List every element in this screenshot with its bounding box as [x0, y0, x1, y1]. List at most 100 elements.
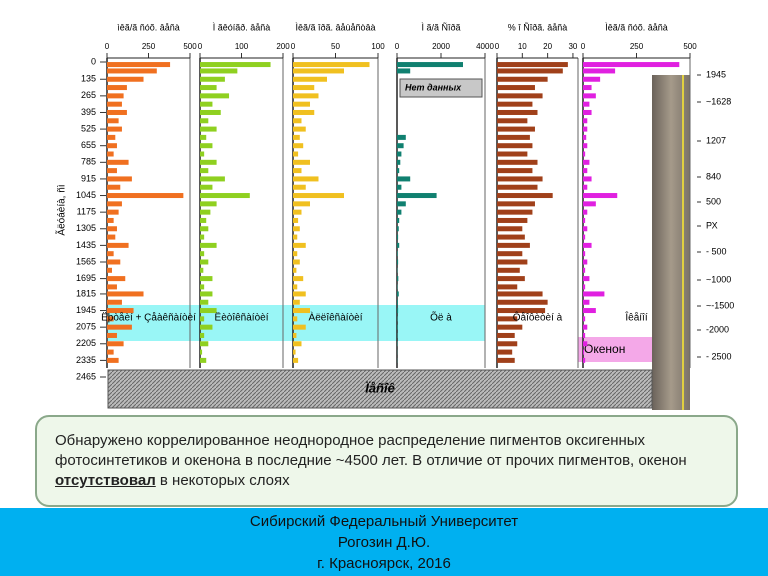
bar — [293, 118, 302, 124]
bar — [293, 234, 298, 240]
bar — [497, 184, 538, 190]
x-tick-label: 500 — [683, 42, 697, 51]
bar — [293, 193, 344, 199]
bar — [497, 226, 523, 232]
bar — [293, 316, 298, 322]
no-data-box — [399, 78, 483, 98]
bar — [583, 251, 586, 257]
bar — [293, 276, 304, 282]
age-label: РХ — [706, 220, 718, 230]
bar — [397, 308, 399, 314]
y-tick-label: 2075 — [76, 322, 96, 332]
bar — [583, 143, 588, 149]
bar — [107, 291, 144, 297]
bar — [397, 143, 404, 149]
bar — [293, 259, 300, 265]
bar — [497, 126, 535, 132]
bar — [497, 159, 538, 165]
bar — [497, 143, 533, 149]
bar — [293, 332, 297, 338]
bar — [107, 159, 129, 165]
bar — [497, 193, 553, 199]
panel-label: Ëèòîêñàíòèí — [215, 312, 269, 324]
bar — [200, 201, 217, 207]
y-tick-label: 1815 — [76, 288, 96, 298]
bar — [583, 349, 585, 355]
bar — [497, 118, 528, 124]
bar — [497, 242, 530, 248]
bar — [583, 276, 590, 282]
x-tick-label: 100 — [235, 42, 249, 51]
core-photo — [652, 75, 690, 410]
bar — [107, 217, 114, 223]
bar — [200, 85, 217, 91]
bar — [107, 168, 117, 174]
bar — [293, 176, 319, 182]
bar — [293, 267, 297, 273]
bar — [293, 126, 306, 132]
bar — [293, 299, 300, 305]
bar — [200, 93, 230, 99]
bar — [200, 267, 204, 273]
y-tick-label: 0 — [91, 56, 96, 66]
bar — [200, 259, 209, 265]
x-tick-label: 30 — [568, 42, 577, 51]
note-text: в некоторых слоях — [155, 472, 290, 489]
footer: Сибирский Федеральный Университет Рогозин… — [0, 508, 768, 576]
bar — [107, 299, 122, 305]
bar — [200, 308, 217, 314]
y-tick-label: 1695 — [76, 273, 96, 283]
bar — [107, 284, 117, 290]
y-tick-label: 1305 — [76, 223, 96, 233]
bar — [293, 134, 300, 140]
bar — [200, 217, 207, 223]
age-label: ~1000 — [706, 274, 731, 284]
sand-label: Ïåñîê — [365, 380, 395, 395]
bar — [107, 259, 121, 265]
bar — [200, 143, 213, 149]
bar — [583, 324, 588, 330]
y-tick-label: 2205 — [76, 338, 96, 348]
bar — [200, 193, 250, 199]
bar — [397, 234, 399, 240]
bar — [200, 151, 205, 157]
bar — [107, 349, 114, 355]
bar — [497, 109, 538, 115]
bar — [397, 324, 398, 330]
bar — [583, 267, 586, 273]
bar — [397, 251, 398, 257]
bar — [497, 299, 548, 305]
bar — [497, 349, 513, 355]
bar — [107, 267, 112, 273]
x-tick-label: 2000 — [432, 42, 450, 51]
bar — [583, 234, 586, 240]
footer-line: Рогозин Д.Ю. — [337, 534, 431, 551]
age-label: ~-1500 — [706, 300, 734, 310]
bar — [200, 234, 205, 240]
bar — [583, 168, 588, 174]
bar — [583, 201, 596, 207]
bar — [107, 76, 144, 82]
bar — [497, 291, 543, 297]
bar — [497, 201, 535, 207]
panel-label: Ôåîôèòèí à — [513, 311, 563, 324]
bar — [107, 143, 117, 149]
note-box: Обнаружено коррелированное неоднородное … — [35, 415, 738, 507]
bar — [293, 168, 302, 174]
y-tick-label: 1045 — [76, 190, 96, 200]
bar — [293, 291, 306, 297]
bar — [497, 276, 525, 282]
bar — [583, 159, 590, 165]
bar — [583, 62, 680, 68]
bar — [397, 226, 399, 232]
bar — [107, 151, 114, 157]
bar — [397, 291, 399, 297]
bar — [397, 184, 402, 190]
bar — [583, 341, 588, 347]
y-label: Ãëóáèíà, ñì — [55, 184, 68, 235]
bar — [583, 284, 586, 290]
bar — [497, 176, 543, 182]
age-label: -2000 — [706, 324, 729, 334]
chart: Ïåñîê Окенон Ãëóáèíà, ñì 0 135 265 395 525 65… — [55, 22, 734, 410]
note-bold: отсутствовал — [55, 472, 156, 489]
